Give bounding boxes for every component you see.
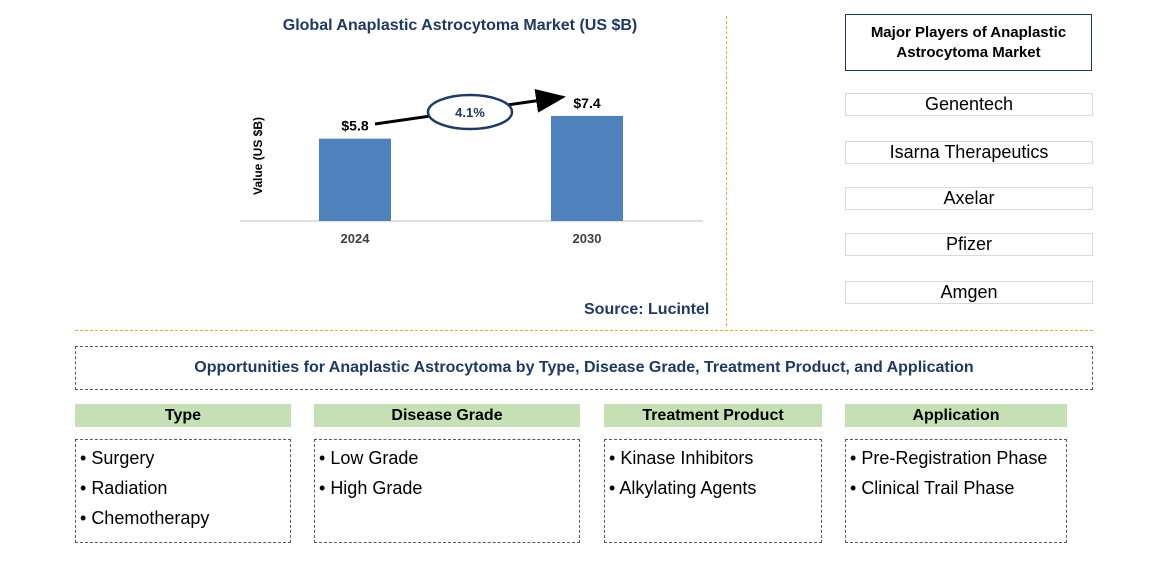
category-header-type: Type xyxy=(75,404,291,427)
player-axelar: Axelar xyxy=(845,187,1093,210)
player-pfizer: Pfizer xyxy=(845,233,1093,256)
category-header-treatment-product: Treatment Product xyxy=(604,404,822,427)
value-label-2030: $7.4 xyxy=(573,95,600,111)
bar-2030 xyxy=(551,115,623,221)
list-item: • Surgery xyxy=(80,448,155,468)
category-header-disease-grade: Disease Grade xyxy=(314,404,580,427)
growth-label: 4.1% xyxy=(455,105,485,120)
chart-title: Global Anaplastic Astrocytoma Market (US… xyxy=(282,17,638,34)
list-item: • Clinical Trail Phase xyxy=(850,478,1015,498)
category-list-application: • Pre-Registration Phase • Clinical Trai… xyxy=(845,439,1067,543)
horizontal-divider xyxy=(75,330,1093,331)
bar-chart: Value (US $B) $5.8 2024 $7.4 2030 4.1% xyxy=(240,88,703,246)
category-header-application: Application xyxy=(845,404,1067,427)
player-isarna-therapeutics: Isarna Therapeutics xyxy=(845,141,1093,164)
source-label: Source: Lucintel xyxy=(584,301,710,318)
vertical-divider xyxy=(726,16,727,326)
list-item: • Chemotherapy xyxy=(80,508,210,528)
growth-badge xyxy=(426,93,514,131)
bar-2024 xyxy=(319,138,391,221)
x-tick-label-2030: 2030 xyxy=(573,231,602,246)
list-item: • Low Grade xyxy=(319,448,419,468)
list-item: • Alkylating Agents xyxy=(609,478,757,498)
opportunities-title: Opportunities for Anaplastic Astrocytoma… xyxy=(75,346,1093,390)
x-tick-label-2024: 2024 xyxy=(341,231,371,246)
category-list-disease-grade: • Low Grade • High Grade xyxy=(314,439,580,543)
players-title: Major Players of Anaplastic Astrocytoma … xyxy=(845,14,1092,71)
player-amgen: Amgen xyxy=(845,281,1093,304)
value-label-2024: $5.8 xyxy=(341,118,368,134)
category-list-type: • Surgery • Radiation • Chemotherapy xyxy=(75,439,291,543)
player-genentech: Genentech xyxy=(845,93,1093,116)
list-item: • High Grade xyxy=(319,478,423,498)
y-axis-label: Value (US $B) xyxy=(251,117,265,195)
category-list-treatment-product: • Kinase Inhibitors • Alkylating Agents xyxy=(604,439,822,543)
list-item: • Radiation xyxy=(80,478,168,498)
list-item: • Pre-Registration Phase xyxy=(850,448,1048,468)
list-item: • Kinase Inhibitors xyxy=(609,448,754,468)
